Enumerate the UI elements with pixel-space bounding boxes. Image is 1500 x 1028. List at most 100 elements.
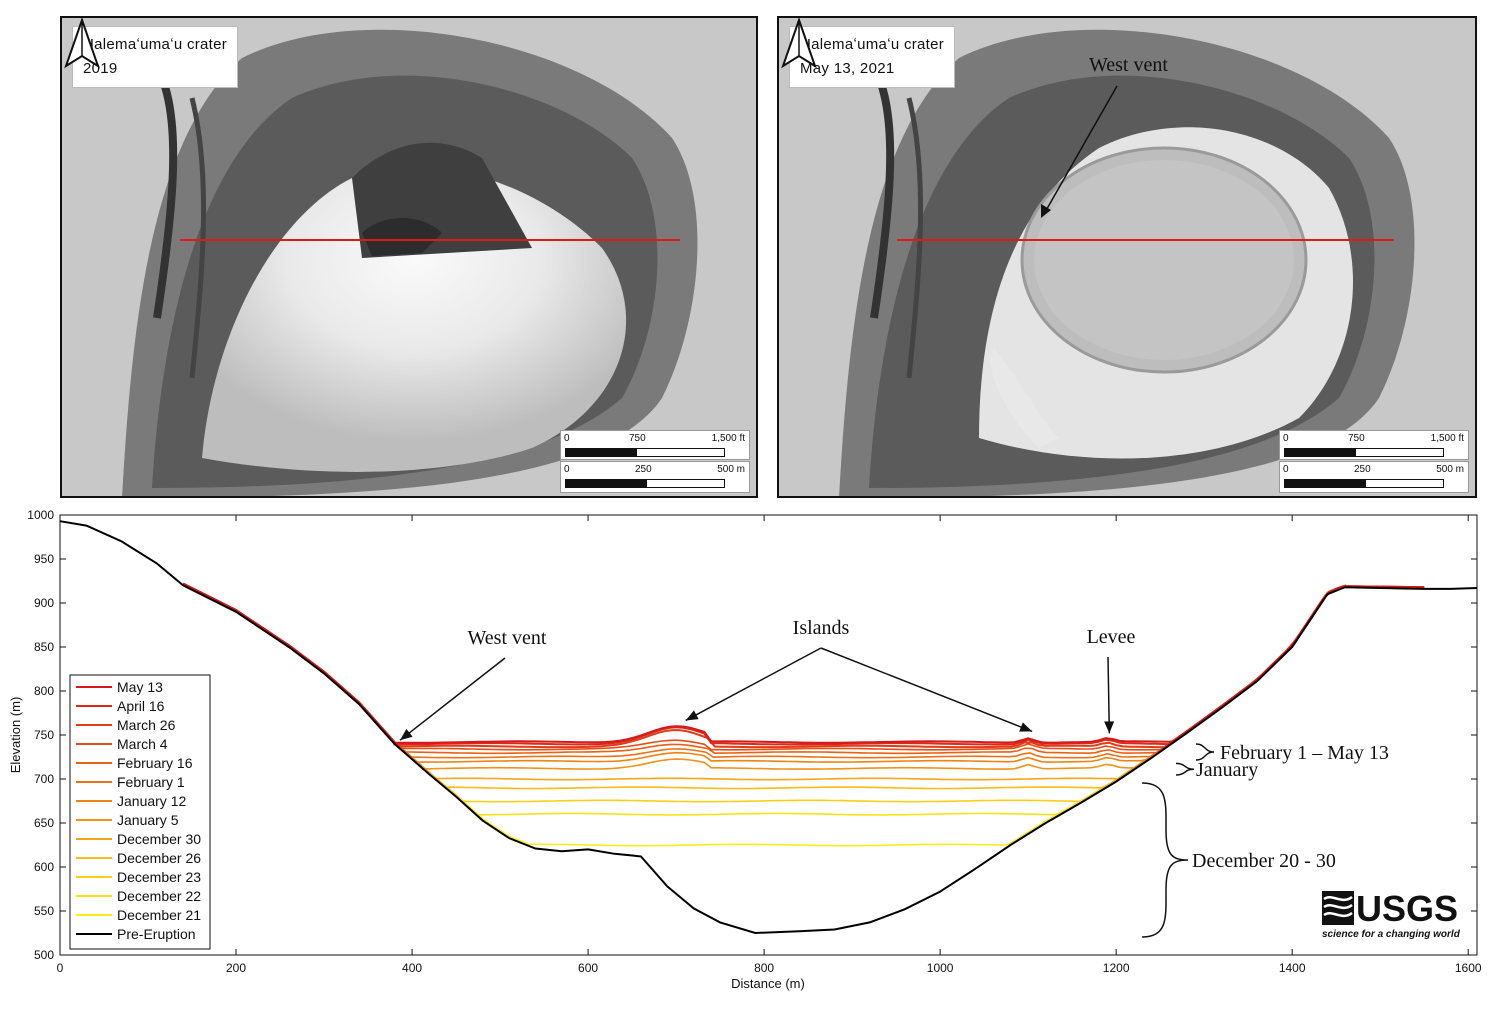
- scale-ft-0: 0: [564, 433, 570, 444]
- x-tick-label: 800: [754, 961, 774, 975]
- bracket-january: [1175, 762, 1195, 776]
- map-title-line2: May 13, 2021: [800, 60, 895, 77]
- scale-ft: 0 750 1,500 ft: [1279, 430, 1469, 460]
- y-tick-label: 900: [34, 596, 54, 610]
- series-line-january-12: [182, 582, 1425, 763]
- hillshade-2019: [62, 18, 756, 496]
- arrow-west-vent: [399, 657, 506, 741]
- arrow-island-2: [820, 647, 1033, 733]
- map-title-2021: Halemaʻumaʻu crater May 13, 2021: [789, 26, 956, 88]
- arrow-west-vent-head: [400, 728, 413, 741]
- scale-m: 0 250 500 m: [560, 461, 750, 493]
- y-tick-label: 850: [34, 640, 54, 654]
- north-arrow-icon: [781, 18, 817, 69]
- legend-box: [69, 674, 211, 950]
- x-tick-label: 1400: [1279, 961, 1306, 975]
- y-tick-label: 500: [34, 948, 54, 962]
- legend-label: December 22: [117, 888, 201, 904]
- scale-m-max: 500 m: [1436, 464, 1464, 475]
- bracket-label-feb-may: February 1 – May 13: [1220, 742, 1389, 764]
- scale-ft-0: 0: [1283, 433, 1289, 444]
- scale-ft-mid: 750: [629, 433, 646, 444]
- y-tick-label: 1000: [27, 508, 54, 522]
- x-tick-label: 600: [578, 961, 598, 975]
- arrow-island-2-head: [1019, 722, 1033, 732]
- y-tick-label: 600: [34, 860, 54, 874]
- scale-m-mid: 250: [635, 464, 652, 475]
- legend-label: March 26: [117, 717, 176, 733]
- scale-ft-mid: 750: [1348, 433, 1365, 444]
- map-title-2019: Halemaʻumaʻu crater 2019: [72, 26, 239, 88]
- bracket-label-december: December 20 - 30: [1192, 850, 1336, 872]
- y-tick-label: 700: [34, 772, 54, 786]
- bracket-december: [1141, 782, 1189, 938]
- usgs-logo-text: USGS: [1356, 888, 1458, 929]
- x-tick-label: 200: [226, 961, 246, 975]
- legend-label: Pre-Eruption: [117, 926, 196, 942]
- scale-ft-max: 1,500 ft: [711, 433, 745, 444]
- map-title-line2: 2019: [83, 60, 118, 77]
- series-line-pre-eruption: [59, 520, 1478, 935]
- legend-label: December 26: [117, 850, 201, 866]
- bracket-label-january: January: [1196, 759, 1258, 781]
- x-tick-label: 0: [57, 961, 64, 975]
- scale-m: 0 250 500 m: [1279, 461, 1469, 493]
- hillshade-2021: [779, 18, 1475, 496]
- series-line-march-26: [182, 582, 1425, 749]
- annotation-west-vent: West vent: [468, 627, 547, 649]
- x-axis-label: Distance (m): [731, 976, 805, 991]
- y-tick-label: 550: [34, 904, 54, 918]
- scale-ft-max: 1,500 ft: [1430, 433, 1464, 444]
- scale-m-bar: [1284, 479, 1444, 488]
- arrow-island-1: [685, 647, 822, 722]
- legend-label: December 30: [117, 831, 201, 847]
- chart-legend: May 13 April 16 March 26 March 4 February 16…: [69, 674, 211, 950]
- legend-label: February 16: [117, 755, 193, 771]
- annotation-levee: Levee: [1087, 626, 1136, 648]
- annotation-islands: Islands: [793, 617, 850, 639]
- elevation-profile-chart: 0 200 400 600 800 1000 1200 1400 1600 500 550 600 65…: [8, 508, 1482, 991]
- series-line-february-16: [182, 582, 1425, 755]
- bracket-feb-may: [1195, 743, 1215, 761]
- x-tick-label: 400: [402, 961, 422, 975]
- series-line-may-13: [182, 582, 1425, 744]
- legend-label: December 23: [117, 869, 201, 885]
- chart-series: [59, 520, 1478, 935]
- legend-label: May 13: [117, 679, 163, 695]
- x-tick-label: 1600: [1455, 961, 1482, 975]
- scale-m-mid: 250: [1354, 464, 1371, 475]
- scale-ft-bar: [565, 448, 725, 457]
- scale-ft: 0 750 1,500 ft: [560, 430, 750, 460]
- scale-ft-bar: [1284, 448, 1444, 457]
- legend-label: December 21: [117, 907, 201, 923]
- legend-label: March 4: [117, 736, 168, 752]
- y-tick-label: 800: [34, 684, 54, 698]
- chart-annotations: West vent Islands Levee February 1 – May 13…: [399, 617, 1389, 938]
- west-vent-map-label: West vent: [1089, 54, 1168, 76]
- usgs-logo: USGS science for a changing world: [1322, 888, 1461, 940]
- map-panel-2021: Halemaʻumaʻu crater May 13, 2021 West ve…: [777, 16, 1477, 498]
- series-line-february-1: [182, 582, 1425, 759]
- map-title-line1: Halemaʻumaʻu crater: [800, 36, 945, 53]
- chart-ticks: 0 200 400 600 800 1000 1200 1400 1600 500 550 600 65…: [27, 508, 1482, 975]
- legend-label: April 16: [117, 698, 165, 714]
- legend-label: February 1: [117, 774, 185, 790]
- map-panel-2019: Halemaʻumaʻu crater 2019 0 750 1,500 ft …: [60, 16, 758, 498]
- legend-label: January 12: [117, 793, 186, 809]
- map-title-line1: Halemaʻumaʻu crater: [83, 36, 228, 53]
- arrow-island-1-head: [685, 710, 699, 721]
- scale-m-bar: [565, 479, 725, 488]
- scale-m-0: 0: [1283, 464, 1289, 475]
- y-axis-label: Elevation (m): [8, 697, 23, 774]
- scale-m-max: 500 m: [717, 464, 745, 475]
- north-arrow-icon: [64, 18, 100, 69]
- plot-frame: [59, 514, 1478, 956]
- x-tick-label: 1200: [1103, 961, 1130, 975]
- x-tick-label: 1000: [927, 961, 954, 975]
- y-tick-label: 750: [34, 728, 54, 742]
- y-tick-label: 650: [34, 816, 54, 830]
- arrow-levee-head: [1104, 721, 1115, 734]
- usgs-tagline: science for a changing world: [1322, 929, 1461, 940]
- series-line-april-16: [182, 582, 1425, 746]
- arrow-levee: [1107, 656, 1111, 734]
